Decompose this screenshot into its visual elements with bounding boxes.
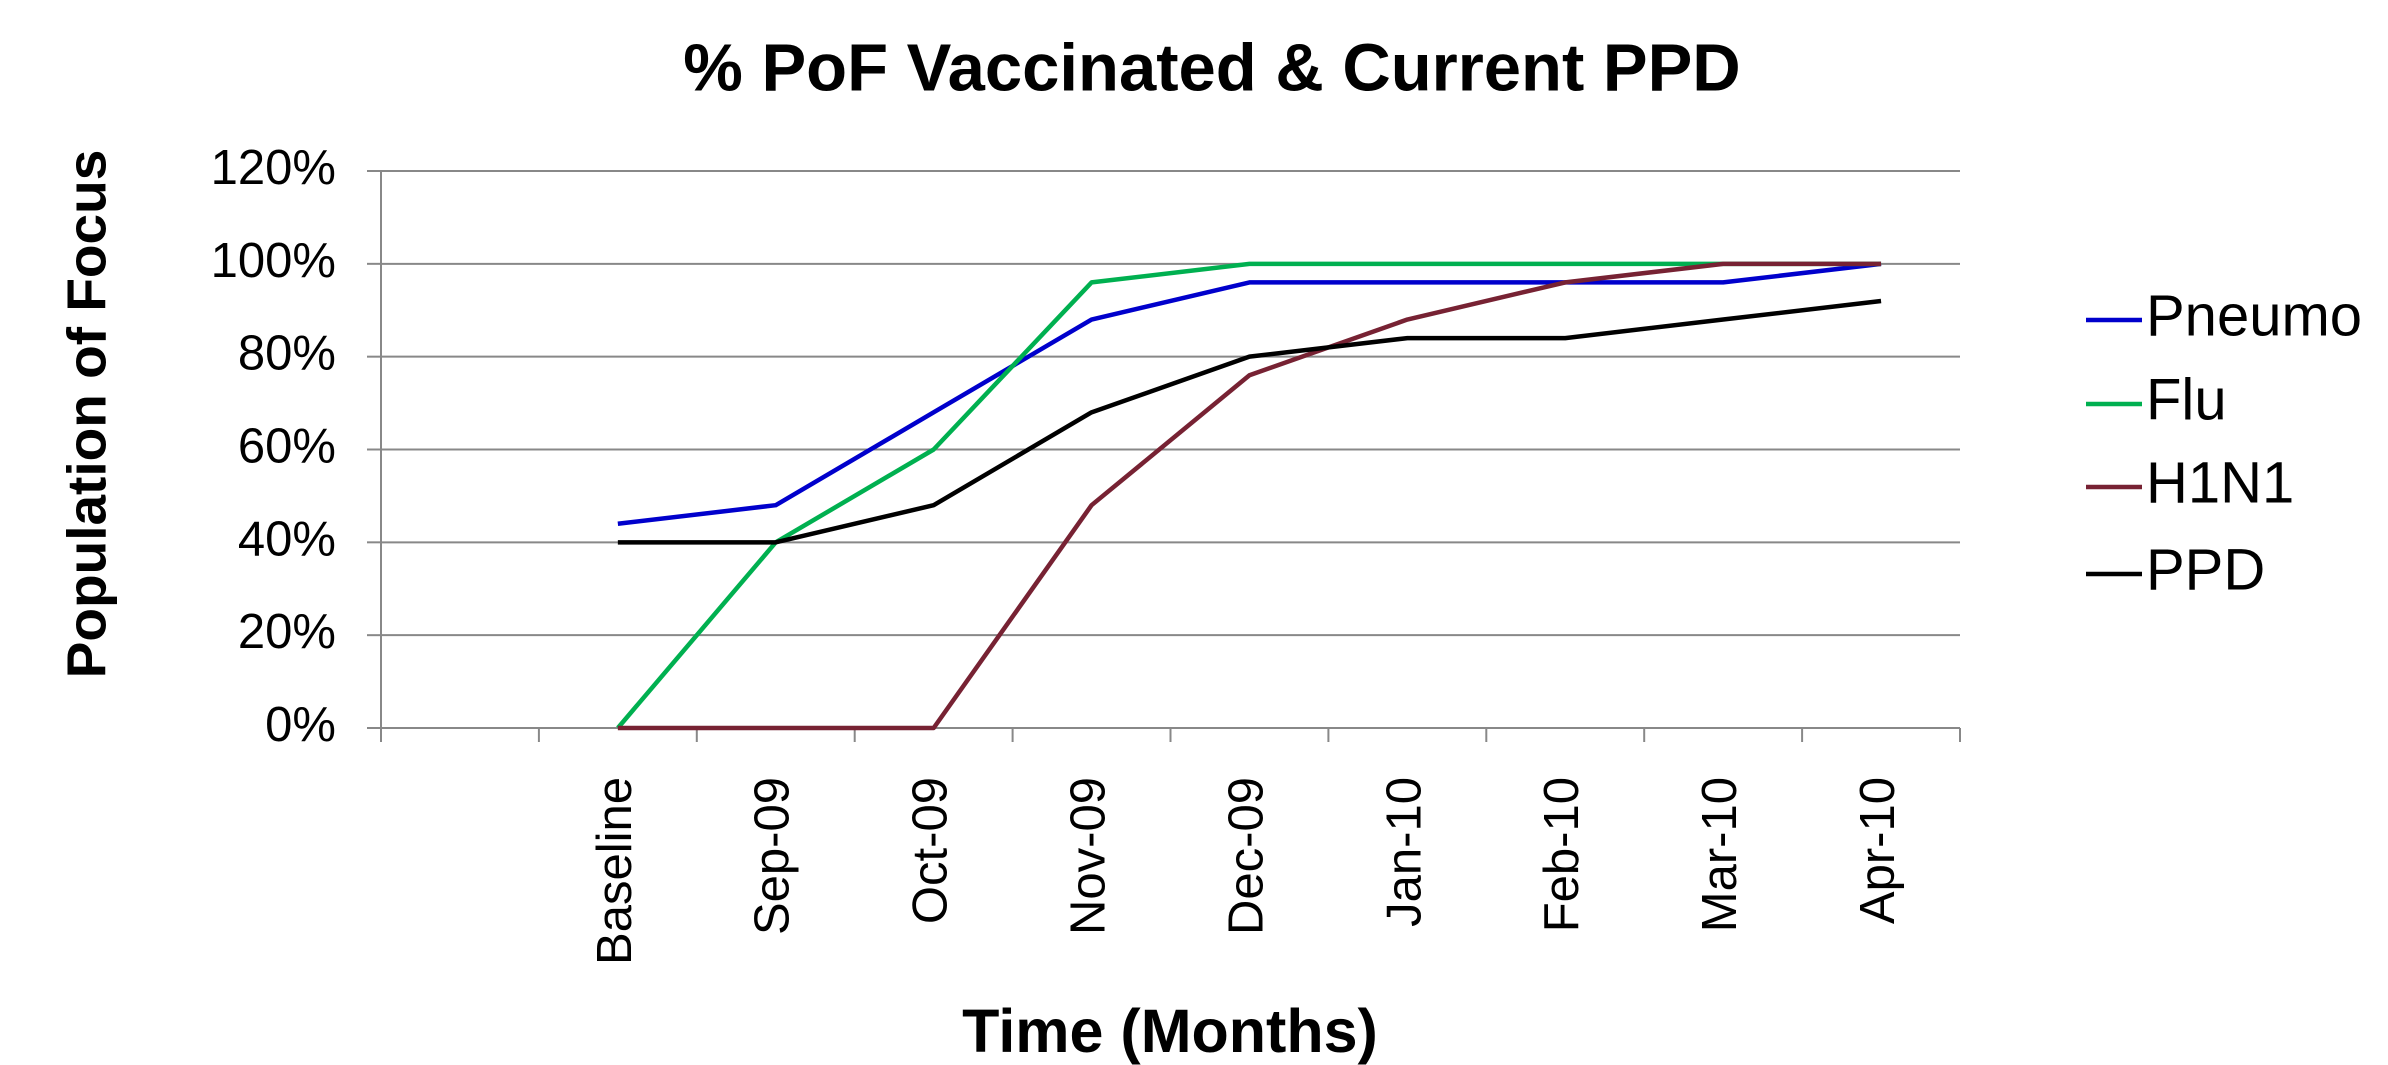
y-tick-label: 40% <box>238 512 336 566</box>
x-tick-label: Jan-10 <box>1377 777 1431 927</box>
x-axis-label: Time (Months) <box>962 997 1378 1065</box>
x-tick-label: Baseline <box>588 777 642 965</box>
series-line <box>617 261 1882 527</box>
x-tick-label: Apr-10 <box>1851 777 1905 924</box>
y-tick-label: 0% <box>265 698 336 752</box>
x-tick-label: Dec-09 <box>1219 777 1273 935</box>
chart-title: % PoF Vaccinated & Current PPD <box>683 31 1740 106</box>
x-tick-label: Mar-10 <box>1693 777 1747 932</box>
x-tick-label: Oct-09 <box>904 777 958 924</box>
x-tick-label: Feb-10 <box>1535 777 1589 932</box>
series-line <box>616 261 1882 730</box>
series-line <box>617 298 1882 545</box>
legend-label: Flu <box>2146 367 2227 432</box>
y-axis-label: Population of Focus <box>56 150 118 679</box>
y-tick-label: 100% <box>211 234 336 288</box>
y-tick-label: 20% <box>238 605 336 659</box>
legend-label: H1N1 <box>2146 450 2294 515</box>
x-tick-label: Nov-09 <box>1061 777 1115 935</box>
legend-label: Pneumo <box>2146 283 2362 348</box>
legend-label: PPD <box>2146 537 2265 602</box>
y-tick-label: 80% <box>238 327 336 381</box>
y-tick-label: 60% <box>238 419 336 473</box>
y-tick-label: 120% <box>211 141 336 195</box>
x-tick-label: Sep-09 <box>746 777 800 935</box>
series-line <box>617 261 1882 731</box>
